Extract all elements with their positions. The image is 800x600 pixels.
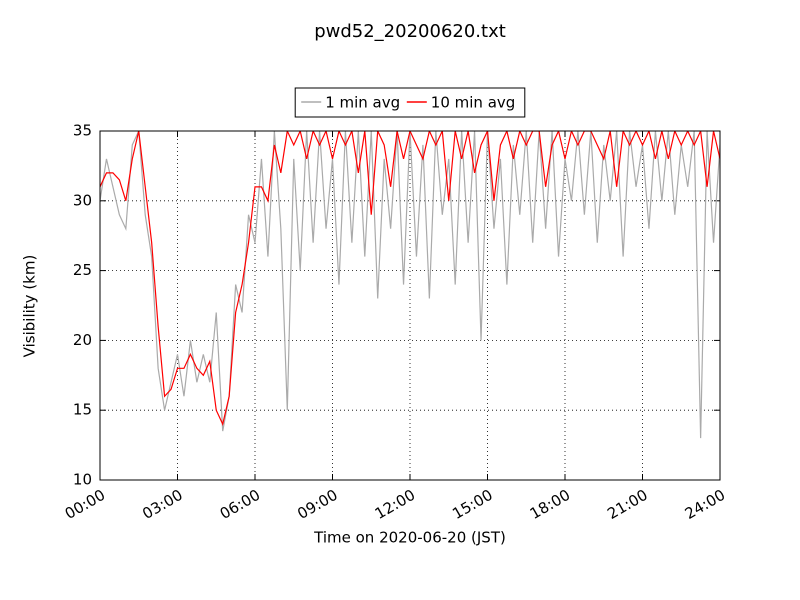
- y-tick-label: 25: [73, 261, 92, 279]
- y-axis-label: Visibility (km): [21, 255, 39, 358]
- y-tick-label: 20: [73, 331, 92, 349]
- y-tick-label: 10: [73, 471, 92, 489]
- x-axis-label: Time on 2020-06-20 (JST): [313, 529, 506, 547]
- legend: 1 min avg 10 min avg: [294, 87, 526, 118]
- plot-frame: [99, 130, 721, 481]
- y-tick-label: 30: [73, 191, 92, 209]
- series-line: [100, 131, 720, 439]
- legend-label: 10 min avg: [431, 94, 516, 112]
- legend-box: [294, 87, 526, 118]
- y-tick-label: 35: [73, 122, 92, 140]
- series-line: [100, 131, 720, 426]
- chart-title: pwd52_20200620.txt: [314, 21, 506, 42]
- y-tick-label: 15: [73, 401, 92, 419]
- legend-label: 1 min avg: [325, 94, 400, 112]
